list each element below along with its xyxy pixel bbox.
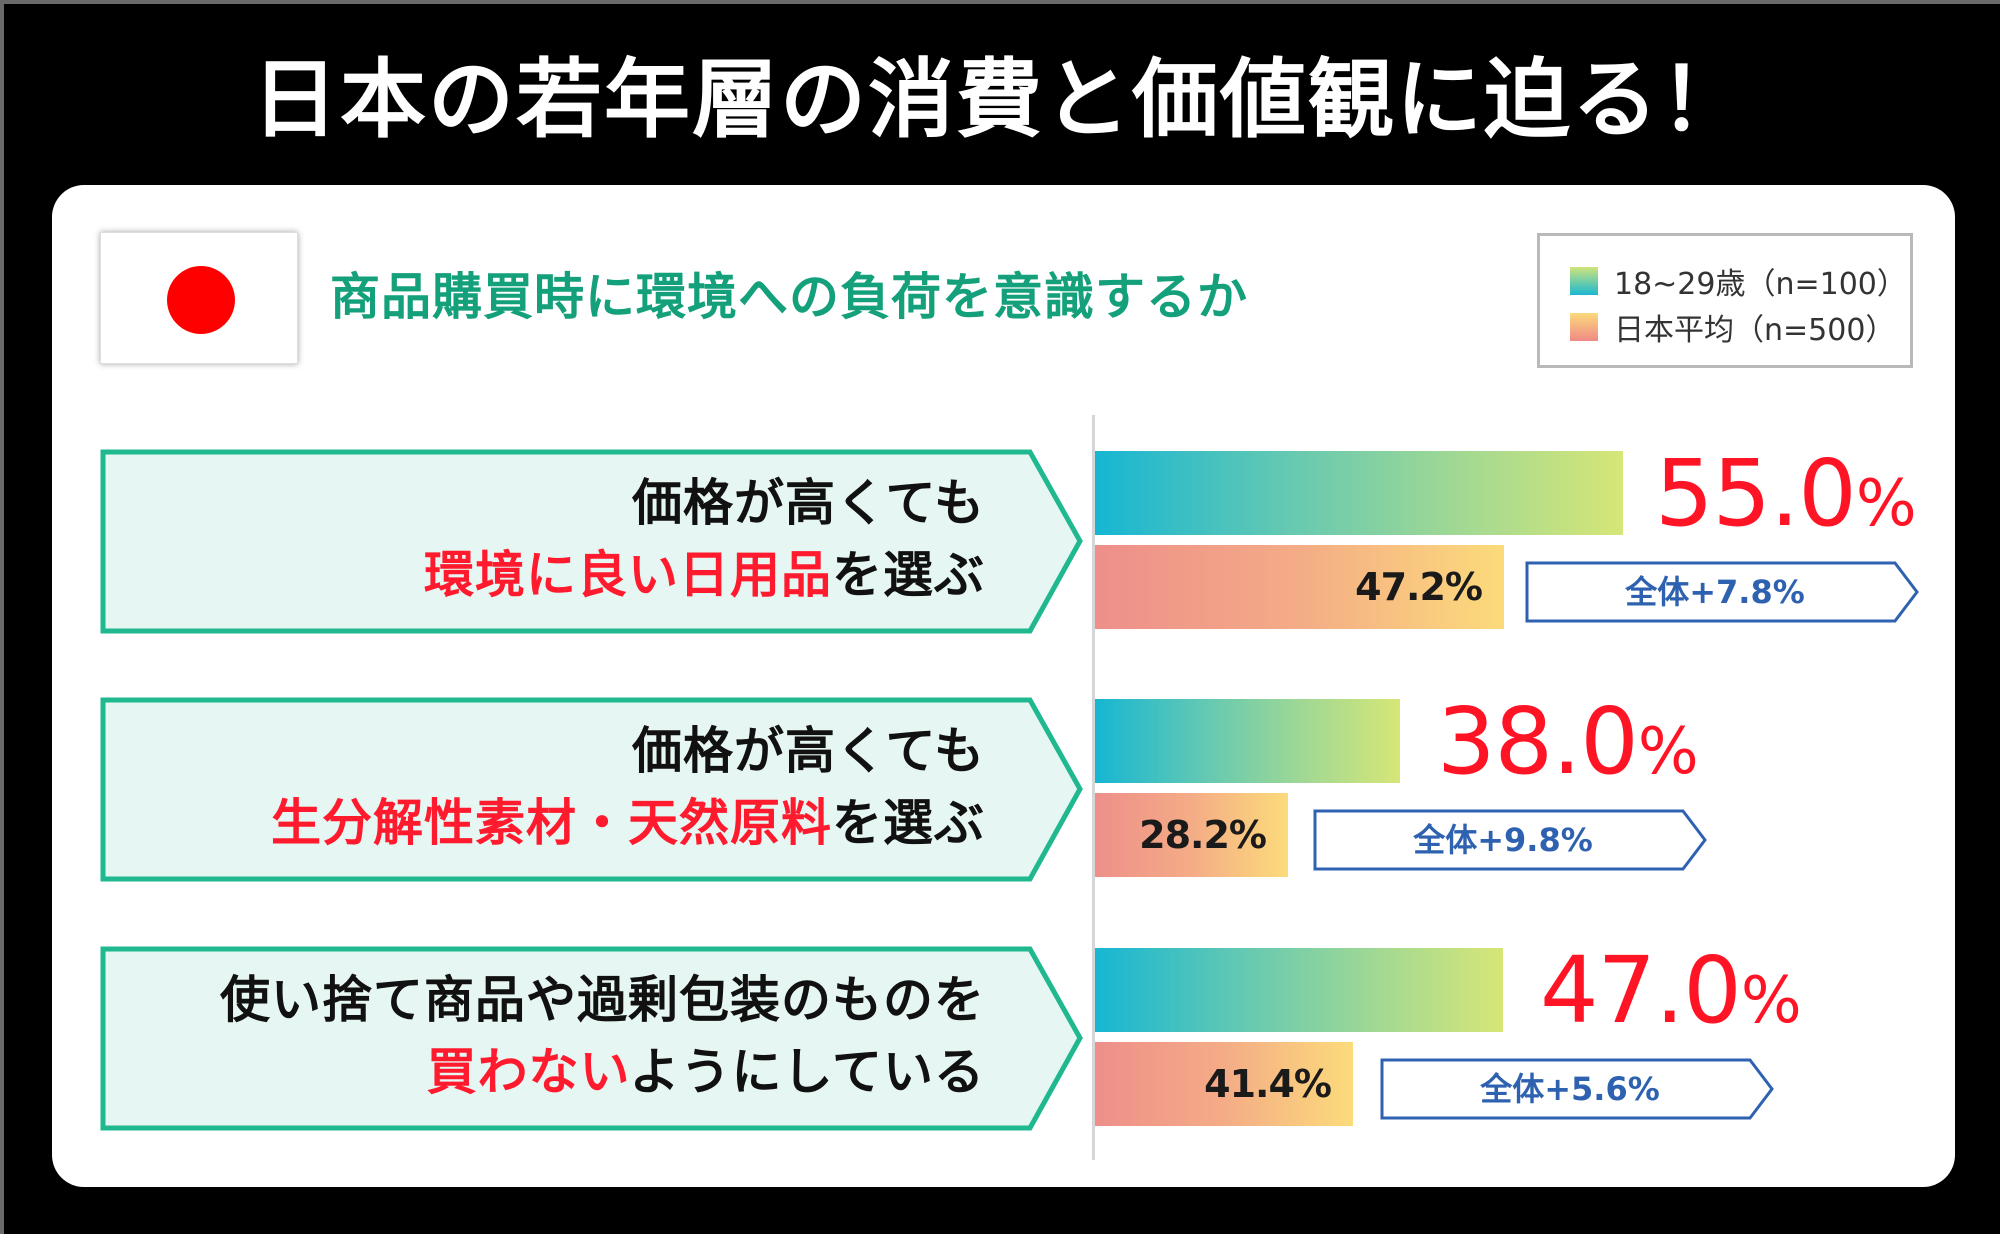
rest-text: を選ぶ [832,794,985,852]
young-value-3: 47.0% [1540,936,1802,1056]
bar-average-3: 41.4% [1095,1042,1353,1126]
arrow-label-shape [100,449,1083,634]
category-label-3: 使い捨て商品や過剰包装のものを 買わないようにしている [100,946,1085,1131]
percent-sign: % [1637,715,1699,789]
chart-row-2: 価格が高くても 生分解性素材・天然原料を選ぶ 28.2% 38.0% 全体+9.… [0,688,2000,887]
highlight-text: 買わない [426,1043,630,1101]
flag-red-disc [167,266,235,334]
bar-young-1 [1095,451,1623,535]
young-value-number: 38.0 [1437,688,1639,795]
arrow-label-shape [100,697,1083,882]
category-line-2: 環境に良い日用品を選ぶ [424,539,985,611]
legend: 18~29歳（n=100） 日本平均（n=500） [1537,233,1913,368]
average-value-3: 41.4% [1204,1062,1332,1106]
highlight-text: 環境に良い日用品 [424,546,832,604]
diff-arrow-shape [1313,809,1707,871]
category-line-1: 使い捨て商品や過剰包装のものを [220,971,985,1029]
average-value-2: 28.2% [1139,813,1267,857]
category-label-1: 価格が高くても 環境に良い日用品を選ぶ [100,449,1085,634]
diff-label-1: 全体+7.8% [1625,573,1805,611]
category-text: 価格が高くても 生分解性素材・天然原料を選ぶ [271,715,985,859]
highlight-text: 生分解性素材・天然原料 [271,794,832,852]
average-value-1: 47.2% [1355,565,1483,609]
diff-label-3: 全体+5.6% [1480,1070,1660,1108]
chart-row-3: 使い捨て商品や過剰包装のものを 買わないようにしている 41.4% 47.0% … [0,937,2000,1136]
main-title: 日本の若年層の消費と価値観に迫る！ [252,50,1748,150]
legend-label-average: 日本平均（n=500） [1614,313,1896,348]
percent-sign: % [1740,964,1802,1038]
chart-subtitle: 商品購買時に環境への負荷を意識するか [330,268,1248,326]
bar-average-2: 28.2% [1095,793,1288,877]
arrow-label-shape [100,946,1083,1131]
category-line-2: 生分解性素材・天然原料を選ぶ [271,787,985,859]
young-value-1: 55.0% [1655,439,1917,559]
category-label-2: 価格が高くても 生分解性素材・天然原料を選ぶ [100,697,1085,882]
bar-young-2 [1095,699,1400,783]
diff-arrow-shape [1380,1058,1774,1120]
rest-text: を選ぶ [832,546,985,604]
young-value-number: 55.0 [1655,440,1857,547]
diff-tag-1: 全体+7.8% [1525,561,1935,623]
category-line-2: 買わないようにしている [220,1036,985,1108]
rest-text: ようにしている [629,1043,985,1101]
category-text: 使い捨て商品や過剰包装のものを 買わないようにしている [220,964,985,1108]
diff-label-2: 全体+9.8% [1413,821,1593,859]
diff-tag-3: 全体+5.6% [1380,1058,1790,1120]
bar-average-1: 47.2% [1095,545,1504,629]
legend-item-average: 日本平均（n=500） [1570,304,1910,350]
category-line-1: 価格が高くても [632,722,985,780]
legend-item-young: 18~29歳（n=100） [1570,258,1910,304]
diff-arrow-shape [1525,561,1919,623]
category-text: 価格が高くても 環境に良い日用品を選ぶ [424,467,985,611]
legend-label-young: 18~29歳（n=100） [1614,267,1907,302]
legend-swatch-average [1570,313,1598,341]
legend-swatch-young [1570,267,1598,295]
bar-young-3 [1095,948,1503,1032]
percent-sign: % [1855,467,1917,541]
category-line-1: 価格が高くても [632,474,985,532]
axis-divider [1092,415,1095,1160]
young-value-number: 47.0 [1540,937,1742,1044]
japan-flag-icon [100,232,298,364]
young-value-2: 38.0% [1437,687,1699,807]
diff-tag-2: 全体+9.8% [1313,809,1723,871]
chart-row-1: 価格が高くても 環境に良い日用品を選ぶ 47.2% 55.0% 全体+7.8% [0,440,2000,639]
